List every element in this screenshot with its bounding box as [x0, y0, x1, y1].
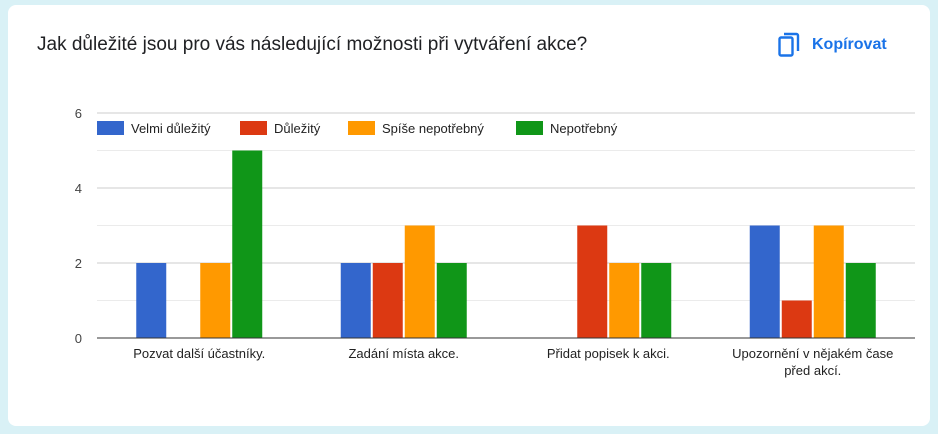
bar-spíše-nepotřebný [609, 263, 640, 338]
x-category-label: před akcí. [784, 363, 841, 378]
bar-spíše-nepotřebný [200, 263, 231, 338]
bar-důležitý [577, 225, 608, 338]
legend-swatch [516, 121, 543, 135]
bar-spíše-nepotřebný [813, 225, 844, 338]
bar-nepotřebný [436, 263, 467, 338]
copy-button[interactable]: Kopírovat [778, 29, 887, 61]
legend-label: Velmi důležitý [131, 121, 211, 136]
bar-nepotřebný [845, 263, 876, 338]
bar-velmi-důležitý [340, 263, 371, 338]
legend-swatch [240, 121, 267, 135]
chart-title: Jak důležité jsou pro vás následující mo… [37, 34, 588, 55]
x-category-label: Pozvat další účastníky. [133, 346, 265, 361]
bar-důležitý [372, 263, 403, 338]
bar-důležitý [781, 300, 812, 338]
legend-swatch [348, 121, 375, 135]
x-category-label: Zadání místa akce. [348, 346, 459, 361]
bar-velmi-důležitý [136, 263, 167, 338]
legend-label: Nepotřebný [550, 121, 618, 136]
chart-card: Jak důležité jsou pro vás následující mo… [8, 5, 930, 426]
copy-button-label: Kopírovat [812, 36, 887, 53]
copy-icon [778, 32, 800, 57]
y-tick-label: 4 [75, 181, 82, 196]
x-category-label: Upozornění v nějakém čase [732, 346, 893, 361]
bar-nepotřebný [641, 263, 672, 338]
legend-label: Spíše nepotřebný [382, 121, 484, 136]
legend-label: Důležitý [274, 121, 321, 136]
x-category-label: Přidat popisek k akci. [547, 346, 670, 361]
y-tick-label: 0 [75, 331, 82, 346]
bar-spíše-nepotřebný [404, 225, 435, 338]
y-tick-label: 6 [75, 106, 82, 121]
bar-nepotřebný [232, 150, 263, 338]
legend-swatch [97, 121, 124, 135]
y-tick-label: 2 [75, 256, 82, 271]
bar-velmi-důležitý [749, 225, 780, 338]
